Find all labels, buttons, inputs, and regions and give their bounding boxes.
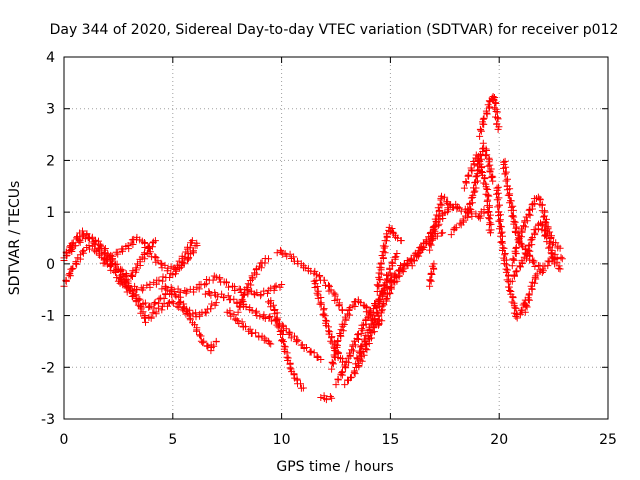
marker-path <box>223 307 275 348</box>
marker-path <box>273 246 346 314</box>
y-tick-label: -2 <box>41 360 55 376</box>
series-sat-track-9 <box>234 255 272 316</box>
y-tick-label: -1 <box>41 309 55 325</box>
x-tick-label: 0 <box>60 432 69 448</box>
y-tick-label: 1 <box>46 205 55 221</box>
marker-path <box>508 193 564 270</box>
marker-path <box>426 260 438 290</box>
y-tick-label: 2 <box>46 153 55 169</box>
series-sat-track-27 <box>500 157 547 274</box>
series-sat-track-17 <box>352 250 401 368</box>
series-sat-track-5 <box>114 239 201 294</box>
grid <box>64 57 608 419</box>
axis-ticks: 0 5 10 15 20 25 -3 -2 -1 0 1 2 3 4 <box>41 50 617 448</box>
marker-path <box>158 272 286 300</box>
x-tick-label: 5 <box>168 432 177 448</box>
series-sat-track-26 <box>493 183 529 322</box>
series-sat-track-30 <box>521 250 566 316</box>
y-axis-label: SDTVAR / TECUs <box>7 181 23 296</box>
series-sat-track-23 <box>447 139 497 239</box>
series-sat-track-11 <box>273 246 346 314</box>
series-sat-track-12 <box>317 392 336 404</box>
y-tick-label: 3 <box>46 102 55 118</box>
data-points <box>60 93 566 404</box>
y-tick-label: 0 <box>46 257 55 273</box>
marker-path <box>265 297 307 392</box>
series-sat-track-24 <box>460 151 495 237</box>
y-tick-label: 4 <box>46 50 55 66</box>
marker-path <box>60 230 220 326</box>
marker-path <box>493 183 529 322</box>
x-tick-label: 15 <box>381 432 399 448</box>
y-tick-label: -3 <box>41 412 55 428</box>
marker-path <box>460 151 495 237</box>
series-sat-track-18 <box>373 223 405 295</box>
plot-frame <box>63 56 609 420</box>
series-sat-track-2 <box>60 230 220 326</box>
marker-path <box>317 392 336 404</box>
marker-path <box>114 239 201 294</box>
series-sat-track-6 <box>158 272 286 300</box>
marker-path <box>521 250 566 316</box>
x-tick-label: 20 <box>490 432 508 448</box>
marker-path <box>201 288 325 363</box>
chart-title: Day 344 of 2020, Sidereal Day-to-day VTE… <box>50 22 619 38</box>
marker-path <box>352 250 401 368</box>
marker-path <box>373 223 405 295</box>
series-sat-track-28 <box>508 193 564 270</box>
x-tick-label: 10 <box>273 432 291 448</box>
series-sat-track-25 <box>476 93 503 140</box>
marker-path <box>234 255 272 316</box>
marker-path <box>500 157 547 274</box>
marker-path <box>476 93 503 140</box>
x-tick-label: 25 <box>599 432 617 448</box>
marker-path <box>447 139 497 239</box>
series-sat-track-7 <box>201 288 325 363</box>
series-sat-track-8 <box>223 307 275 348</box>
x-axis-label: GPS time / hours <box>276 459 393 475</box>
series-sat-track-10 <box>265 297 307 392</box>
series-sat-track-22 <box>426 260 438 290</box>
